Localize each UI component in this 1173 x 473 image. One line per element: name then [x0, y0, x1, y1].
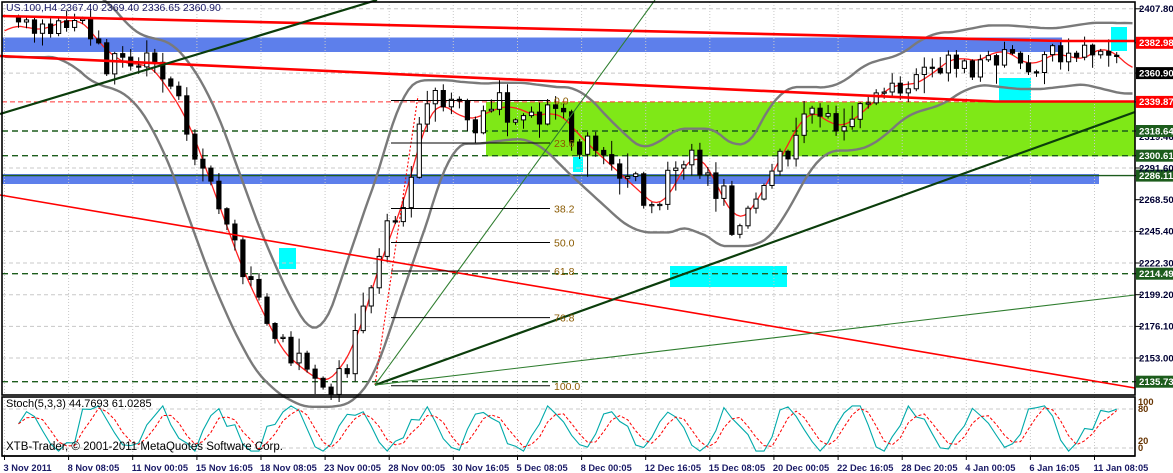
svg-text:76.8: 76.8 [554, 313, 575, 325]
svg-text:2222.30: 2222.30 [1139, 258, 1173, 269]
svg-text:0.0: 0.0 [554, 96, 569, 108]
svg-text:15 Dec 08:05: 15 Dec 08:05 [709, 463, 765, 473]
svg-text:XTB-Trader, © 2001-2011 MetaQu: XTB-Trader, © 2001-2011 MetaQuotes Softw… [6, 441, 283, 453]
svg-text:61.8: 61.8 [554, 266, 575, 278]
svg-text:2199.20: 2199.20 [1139, 290, 1173, 301]
svg-text:28 Dec 20:05: 28 Dec 20:05 [901, 463, 957, 473]
svg-text:US.100,H4 2367.40 2369.40 233: US.100,H4 2367.40 2369.40 2336.65 2360.9… [6, 2, 221, 14]
svg-text:11 Nov 00:05: 11 Nov 00:05 [132, 463, 188, 473]
svg-text:2176.10: 2176.10 [1139, 322, 1173, 333]
svg-text:2360.90: 2360.90 [1139, 68, 1173, 79]
svg-text:20 Dec 00:05: 20 Dec 00:05 [773, 463, 829, 473]
svg-text:38.2: 38.2 [554, 204, 575, 216]
svg-text:2291.60: 2291.60 [1139, 163, 1173, 174]
svg-text:0: 0 [1138, 443, 1143, 453]
svg-text:22 Dec 16:05: 22 Dec 16:05 [837, 463, 893, 473]
svg-text:2339.87: 2339.87 [1139, 97, 1173, 108]
svg-text:2268.50: 2268.50 [1139, 195, 1173, 206]
svg-text:2245.40: 2245.40 [1139, 227, 1173, 238]
svg-text:2214.49: 2214.49 [1139, 269, 1173, 280]
svg-text:12 Dec 16:05: 12 Dec 16:05 [645, 463, 701, 473]
svg-text:Stoch(5,3,3) 44.7693 61.0285: Stoch(5,3,3) 44.7693 61.0285 [6, 398, 152, 410]
svg-text:5 Dec 08:05: 5 Dec 08:05 [517, 463, 568, 473]
svg-text:8 Nov 08:05: 8 Nov 08:05 [68, 463, 120, 473]
svg-text:2300.61: 2300.61 [1139, 151, 1173, 162]
svg-text:18 Nov 08:05: 18 Nov 08:05 [260, 463, 317, 473]
svg-text:8 Dec 00:05: 8 Dec 00:05 [581, 463, 632, 473]
svg-text:80: 80 [1138, 404, 1148, 414]
svg-text:15 Nov 16:05: 15 Nov 16:05 [196, 463, 253, 473]
svg-text:2382.98: 2382.98 [1139, 38, 1173, 49]
svg-text:30 Nov 16:05: 30 Nov 16:05 [452, 463, 509, 473]
svg-text:3 Nov 2011: 3 Nov 2011 [4, 463, 52, 473]
svg-text:11 Jan 08:05: 11 Jan 08:05 [1094, 463, 1149, 473]
svg-text:4 Jan 00:05: 4 Jan 00:05 [965, 463, 1015, 473]
svg-text:23 Nov 00:05: 23 Nov 00:05 [324, 463, 381, 473]
svg-text:50.0: 50.0 [554, 238, 575, 250]
svg-text:100.0: 100.0 [554, 381, 580, 393]
svg-text:2153.00: 2153.00 [1139, 353, 1173, 364]
svg-text:2407.80: 2407.80 [1139, 4, 1173, 15]
svg-text:2135.73: 2135.73 [1139, 377, 1173, 388]
svg-text:28 Nov 00:05: 28 Nov 00:05 [388, 463, 445, 473]
svg-text:2318.64: 2318.64 [1139, 126, 1173, 137]
svg-text:23.6: 23.6 [554, 138, 575, 150]
svg-text:6 Jan 16:05: 6 Jan 16:05 [1029, 463, 1079, 473]
